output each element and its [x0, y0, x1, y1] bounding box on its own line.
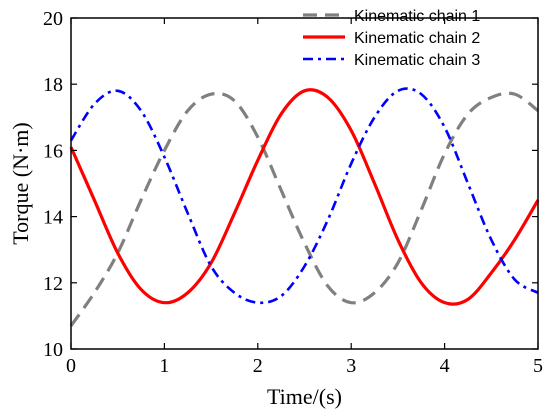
y-tick-label: 10: [43, 339, 63, 361]
legend-label-1: Kinematic chain 1: [354, 8, 480, 25]
axis-ticks: [70, 17, 539, 350]
y-axis-label: Torque (N·m): [8, 122, 33, 244]
x-tick-label: 5: [533, 355, 543, 377]
x-axis-label: Time/(s): [267, 384, 342, 409]
y-tick-label: 16: [43, 140, 63, 162]
y-tick-label: 18: [43, 74, 63, 96]
x-tick-label: 0: [66, 355, 76, 377]
legend-label-3: Kinematic chain 3: [354, 52, 480, 69]
series-line-2: [69, 88, 540, 306]
y-tick-label: 20: [43, 8, 63, 30]
legend-label-2: Kinematic chain 2: [354, 30, 480, 47]
x-tick-label: 1: [159, 355, 169, 377]
legend: Kinematic chain 1 Kinematic chain 2 Kinema…: [303, 8, 480, 69]
y-tick-label: 12: [43, 273, 63, 295]
series-line-1: [69, 91, 539, 327]
plot-frame: [70, 17, 539, 350]
series-line-3: [69, 87, 539, 305]
x-tick-label: 2: [253, 355, 263, 377]
x-tick-label: 4: [440, 355, 450, 377]
series-lines: [69, 87, 540, 327]
x-tick-label: 3: [346, 355, 356, 377]
y-tick-label: 14: [43, 207, 63, 229]
